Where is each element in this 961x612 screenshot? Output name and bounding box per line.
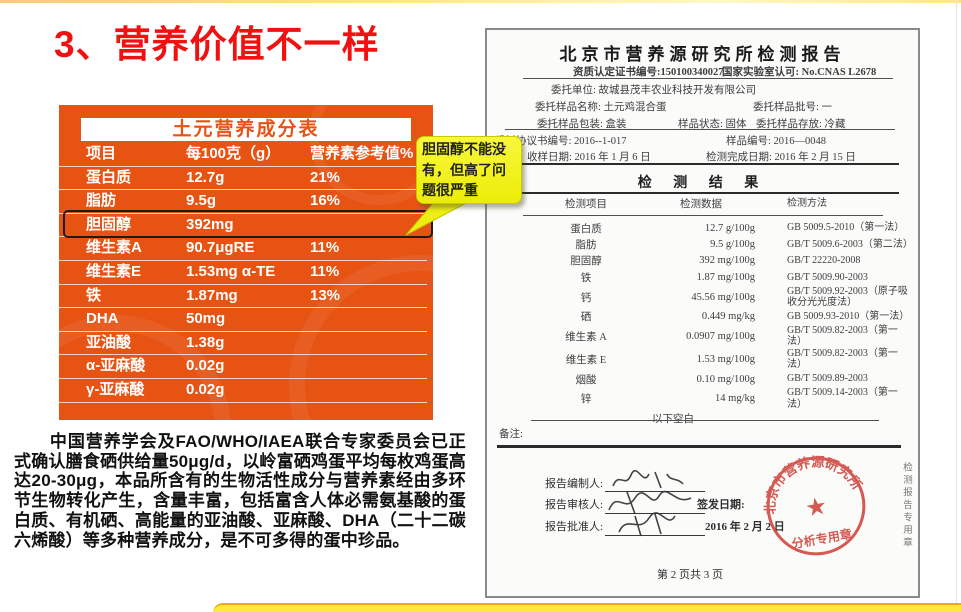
client: 委托单位: 故城县茂丰农业科技开发有限公司 <box>551 85 757 96</box>
result-row: 铁 1.87 mg/100g GB/T 5009.90-2003 <box>580 271 868 284</box>
star-icon: ★ <box>803 492 829 522</box>
issue-date: 2016 年 2 月 2 日 <box>705 521 785 533</box>
result-row: 脂肪 9.5 g/100g GB/T 5009.6-2003（第二法） <box>575 238 913 252</box>
end-of-data-note: 以下空白 <box>487 410 918 426</box>
seal-bottom-text: 分析专用章 <box>790 526 853 551</box>
report-title: 北京市营养源研究所检测报告 <box>559 45 846 64</box>
composer-signature <box>612 469 684 489</box>
lab-accreditation: 国家实验室认可: No.CNAS L2678 <box>722 67 877 78</box>
analysis-seal: 北京市营养源研究所 ★ 分析专用章 <box>754 445 868 556</box>
cert-no: 资质认定证书编号:150100340027 <box>573 67 724 78</box>
sample-storage: 委托样品存放: 冷藏 <box>756 119 846 130</box>
table-row: γ-亚麻酸 0.02g <box>59 379 427 403</box>
nutrition-table-title: 土元营养成分表 <box>81 118 411 141</box>
col-header: 检测方法 <box>787 197 827 209</box>
table-row: 脂肪 9.5g 16% <box>59 190 427 214</box>
divider <box>505 129 895 130</box>
table-row: 亚油酸 1.38g <box>59 332 427 356</box>
cholesterol-callout: 胆固醇不能没有，但高了问题很严重 <box>416 136 522 204</box>
col-header: 检测数据 <box>680 199 722 210</box>
divider <box>497 445 901 448</box>
sample-batch: 委托样品批号: 一 <box>753 102 833 113</box>
page-footer: 第 2 页共 3 页 <box>657 569 723 581</box>
table-row: 铁 1.87mg 13% <box>59 285 427 309</box>
divider <box>531 420 879 421</box>
signature-line <box>605 491 705 492</box>
col-header: 检测项目 <box>565 199 607 210</box>
reviewer-signature <box>608 490 692 515</box>
cholesterol-highlight-box <box>63 210 433 238</box>
approver-label: 报告批准人: <box>545 521 604 533</box>
issue-date-label: 签发日期: <box>697 499 745 511</box>
approver-signature <box>618 512 676 537</box>
sample-state: 样品状态: 固体 <box>678 119 747 130</box>
callout-tail <box>405 201 469 236</box>
slide-right-edge <box>956 0 957 612</box>
result-row: 维生素 E 1.53 mg/100g GB/T 5009.82-2003（第一法） <box>565 347 898 371</box>
divider <box>501 163 899 165</box>
bottom-accent-bar <box>213 603 961 612</box>
table-row: 维生素E 1.53mg α-TE 11% <box>59 261 427 285</box>
result-row: 锌 14 mg/kg GB/T 5009.14-2003（第一法） <box>580 387 898 410</box>
nutrition-table: 项目 每100克（g） 营养素参考值% 蛋白质 12.7g 21% 脂肪 9.5g 16… <box>59 143 433 403</box>
receive-date: 收样日期: 2016 年 1 月 6 日 <box>527 152 651 163</box>
signature-line <box>605 535 705 536</box>
col-header: 每100克（g） <box>186 145 281 162</box>
divider <box>501 192 899 194</box>
col-header: 项目 <box>86 145 117 162</box>
test-report-document: 北京市营养源研究所检测报告 资质认定证书编号:150100340027 国家实验… <box>485 28 920 598</box>
sample-pack: 委托样品包装: 盒装 <box>537 119 627 130</box>
table-row: DHA 50mg <box>59 308 427 332</box>
sample-name: 委托样品名称: 土元鸡混合蛋 <box>535 102 667 113</box>
top-accent-strip <box>0 0 961 3</box>
complete-date: 检测完成日期: 2016 年 2 月 15 日 <box>706 152 856 163</box>
reviewer-label: 报告审核人: <box>545 499 604 511</box>
divider <box>523 215 883 216</box>
nutrition-panel: 土元营养成分表 项目 每100克（g） 营养素参考值% 蛋白质 12.7g 21% … <box>59 105 433 420</box>
table-row: 维生素A 90.7μgRE 11% <box>59 237 427 261</box>
col-header: 营养素参考值% <box>310 145 414 162</box>
result-row: 蛋白质 12.7 g/100g GB 5009.5-2010（第一法） <box>570 222 905 235</box>
results-table: 蛋白质 12.7 g/100g GB 5009.5-2010（第一法） 脂肪 9.5 … <box>487 220 918 427</box>
divider <box>523 78 893 79</box>
results-section-title: 检 测 结 果 <box>637 176 768 191</box>
agreement-no: 委托协议书编号: 2016--1-017 <box>495 136 627 147</box>
result-row: 维生素 A 0.0907 mg/100g GB/T 5009.82-2003（第一法… <box>565 324 898 348</box>
composer-label: 报告编制人: <box>545 478 604 490</box>
table-row: 蛋白质 12.7g 21% <box>59 167 427 191</box>
result-row: 硒 0.449 mg/kg GB 5009.93-2010（第一法） <box>580 311 910 324</box>
side-stamp-text: 检测报告专用章 <box>901 462 911 550</box>
body-paragraph: 中国营养学会及FAO/WHO/IAEA联合专家委员会已正式确认膳食硒供给量50μ… <box>14 432 466 550</box>
remark-label: 备注: <box>499 429 523 440</box>
slide-title: 3、营养价值不一样 <box>54 24 380 65</box>
callout-text: 胆固醇不能没有，但高了问题很严重 <box>422 141 506 198</box>
decorative-ring <box>309 105 433 205</box>
sample-no: 样品编号: 2016—0048 <box>726 136 827 147</box>
result-row: 钙 45.56 mg/100g GB/T 5009.92-2003（原子吸收分光光度… <box>580 285 908 309</box>
result-row: 胆固醇 392 mg/100g GB/T 22220-2008 <box>570 255 861 268</box>
results-header-row: 检测项目 检测数据 检测方法 <box>487 196 918 211</box>
table-header-row: 项目 每100克（g） 营养素参考值% <box>59 143 427 167</box>
result-row: 烟酸 0.10 mg/100g GB/T 5009.89-2003 <box>575 373 868 386</box>
table-row: α-亚麻酸 0.02g <box>59 355 427 379</box>
